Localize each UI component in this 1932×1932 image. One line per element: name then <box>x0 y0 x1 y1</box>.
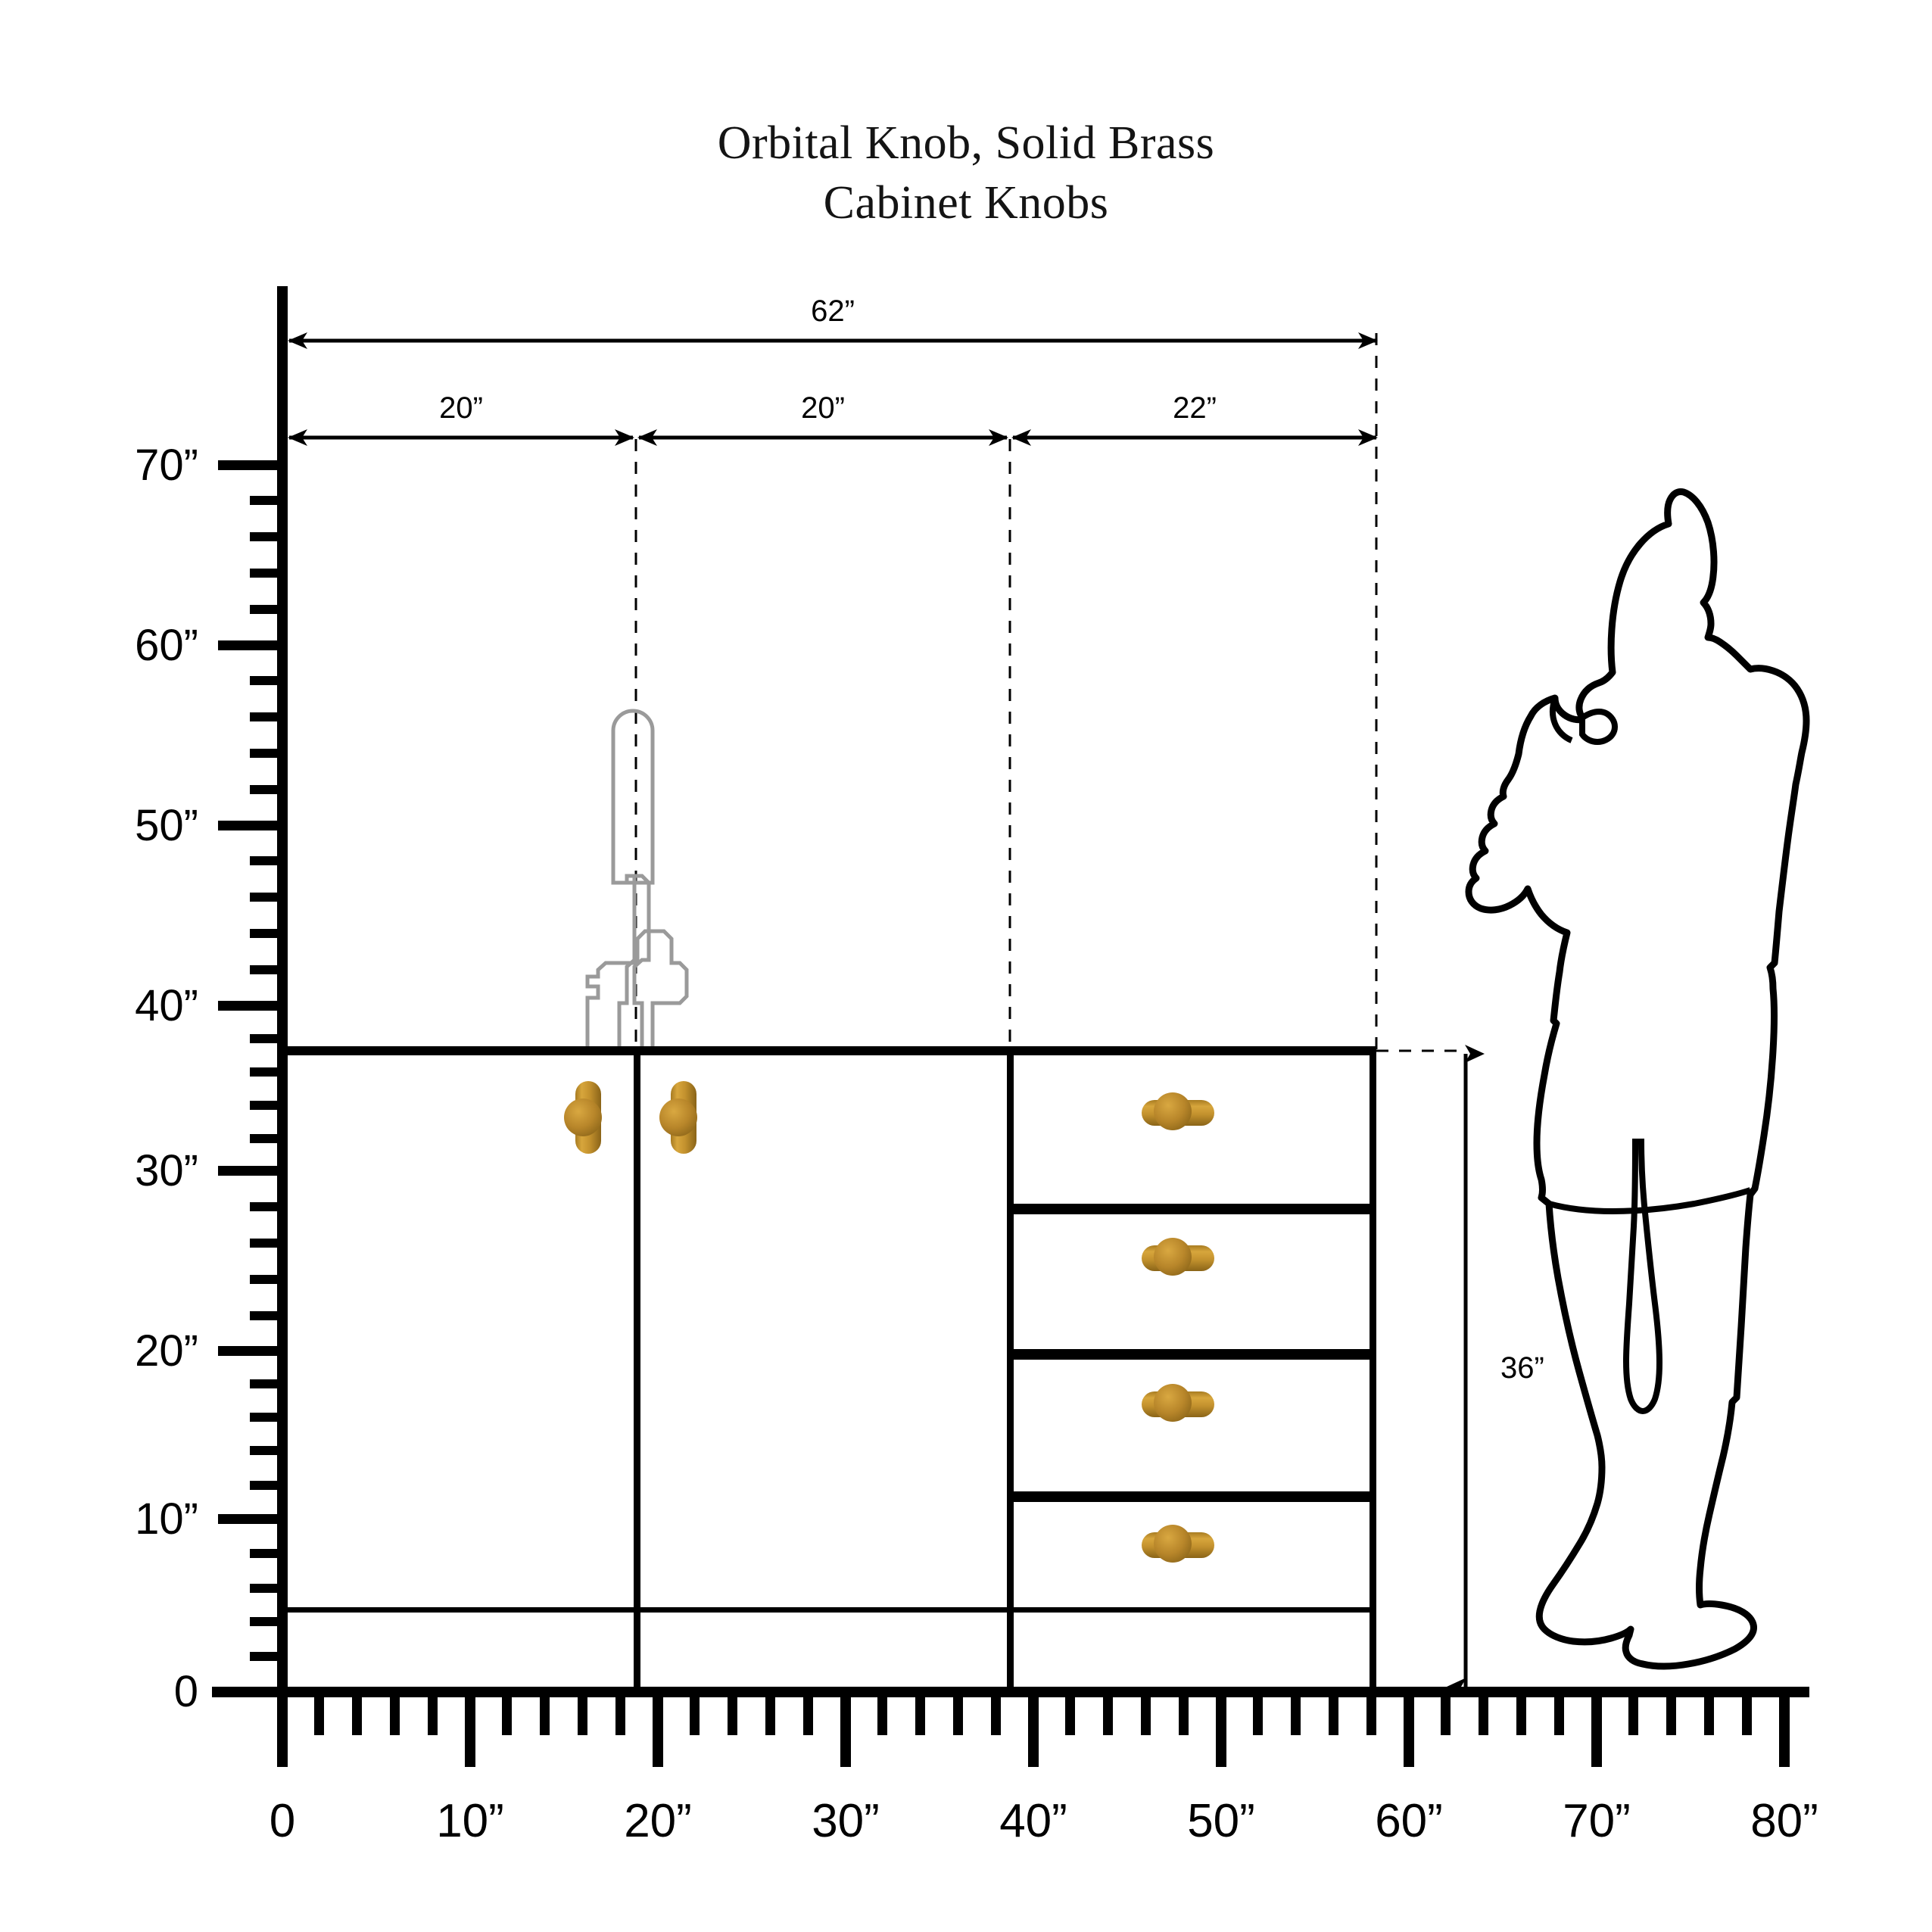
drawer-divider-2 <box>1007 1349 1376 1360</box>
dimension-segments: 20” 20” 22” <box>288 391 1378 446</box>
knob-door-right <box>659 1081 697 1154</box>
y-label-10: 10” <box>135 1494 198 1544</box>
human-silhouette <box>1465 488 1810 1670</box>
silhouette-hair-strand <box>1579 708 1618 746</box>
y-label-20: 20” <box>135 1326 198 1376</box>
knob-drawer-4 <box>1142 1525 1214 1563</box>
x-tick-labels: 0 10” 20” 30” 40” 50” 60” 70” 80” <box>270 1795 1818 1847</box>
y-label-40: 40” <box>135 981 198 1030</box>
faucet-base-outline <box>585 874 689 1053</box>
x-label-20: 20” <box>624 1795 692 1847</box>
dimension-counter-height-36: 36” <box>1447 1045 1544 1696</box>
silhouette-hem-line <box>1547 1187 1752 1215</box>
drawer-divider-1 <box>1007 1204 1376 1214</box>
bay-divider-40in <box>1007 1055 1014 1687</box>
x-label-10: 10” <box>436 1795 504 1847</box>
cabinet-right-edge <box>1370 1055 1376 1687</box>
y-tick-labels: 70” 60” 50” 40” 30” 20” 10” 0 <box>135 441 198 1716</box>
x-minor-ticks <box>314 1697 1752 1735</box>
title-block: Orbital Knob, Solid Brass Cabinet Knobs <box>0 114 1932 234</box>
knob-drawer-3 <box>1142 1384 1214 1422</box>
witness-lines <box>634 333 1467 1052</box>
countertop-line <box>277 1046 1376 1055</box>
x-label-80: 80” <box>1750 1795 1818 1847</box>
y-label-60: 60” <box>135 621 198 670</box>
x-label-30: 30” <box>812 1795 880 1847</box>
knob-drawer-1 <box>1142 1092 1214 1130</box>
cabinet-assembly <box>277 1046 1376 1687</box>
door-divider-20in <box>634 1055 640 1687</box>
dimension-label-seg2: 20” <box>801 391 845 425</box>
drawer-divider-3 <box>1007 1491 1376 1502</box>
faucet <box>585 709 689 1053</box>
knob-door-left <box>564 1081 602 1154</box>
cabinet-left-edge <box>277 1055 284 1687</box>
x-label-50: 50” <box>1187 1795 1255 1847</box>
title-line-1: Orbital Knob, Solid Brass <box>717 117 1215 169</box>
dimension-label-62: 62” <box>811 294 855 328</box>
knob-drawer-2 <box>1142 1238 1214 1276</box>
toekick-line <box>277 1607 1376 1613</box>
dimension-label-seg1: 20” <box>439 391 483 425</box>
faucet-spout-outline <box>611 709 655 885</box>
y-major-ticks <box>218 460 288 1697</box>
x-label-0: 0 <box>270 1795 295 1847</box>
y-label-70: 70” <box>135 441 198 490</box>
title-line-2: Cabinet Knobs <box>823 177 1109 229</box>
y-axis: 70” 60” 50” 40” 30” 20” 10” 0 <box>135 286 288 1716</box>
x-label-70: 70” <box>1563 1795 1631 1847</box>
x-label-60: 60” <box>1375 1795 1443 1847</box>
dimension-overall-62: 62” <box>288 294 1378 349</box>
silhouette-arm-crease <box>1550 696 1573 743</box>
x-label-40: 40” <box>999 1795 1067 1847</box>
silhouette-body-outline <box>1465 488 1810 1670</box>
x-major-ticks <box>277 1697 1790 1767</box>
y-label-30: 30” <box>135 1146 198 1195</box>
faucet-neck-outline <box>613 874 634 885</box>
y-label-50: 50” <box>135 801 198 850</box>
x-axis: 0 10” 20” 30” 40” 50” 60” 70” 80” <box>212 1687 1818 1847</box>
dimension-label-seg3: 22” <box>1173 391 1217 425</box>
y-label-0: 0 <box>174 1667 198 1716</box>
dimension-label-36: 36” <box>1500 1351 1544 1385</box>
